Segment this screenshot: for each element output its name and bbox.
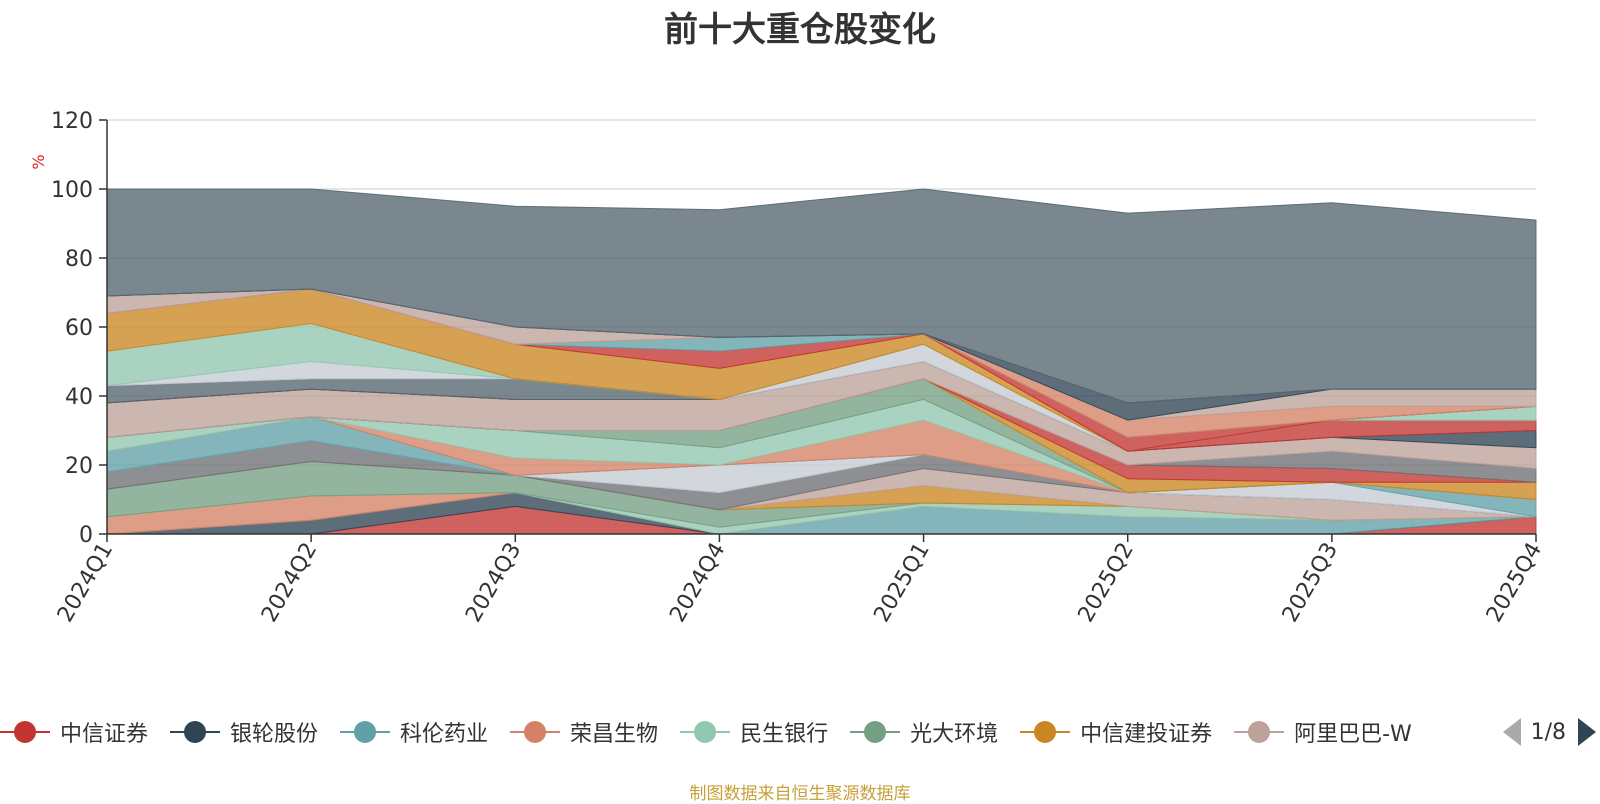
legend-marker-icon <box>850 720 901 744</box>
legend-item[interactable]: 民生银行 <box>680 716 828 748</box>
legend-marker-icon <box>510 720 561 744</box>
x-tick-label: 2024Q1 <box>53 539 118 627</box>
legend-pager: 1/8 <box>1502 712 1596 752</box>
legend-label: 中信证券 <box>60 722 149 747</box>
x-tick-label: 2024Q4 <box>665 539 730 627</box>
y-tick-label: 80 <box>65 247 93 272</box>
legend-item[interactable]: 荣昌生物 <box>510 716 658 748</box>
legend-item[interactable]: 光大环境 <box>850 716 998 748</box>
legend-marker-icon <box>1020 720 1071 744</box>
y-tick-label: 20 <box>65 454 93 479</box>
legend-marker-icon <box>170 720 221 744</box>
legend-marker-icon <box>1234 720 1285 744</box>
legend-item[interactable]: 银轮股份 <box>170 716 318 748</box>
legend-page-indicator: 1/8 <box>1530 719 1566 745</box>
legend-marker-icon <box>0 720 50 744</box>
y-tick-label: 120 <box>51 109 93 134</box>
legend-next-page-icon[interactable] <box>1578 718 1596 746</box>
legend-label: 科伦药业 <box>400 722 489 747</box>
legend-item[interactable]: 中信建投证券 <box>1020 716 1212 748</box>
stacked-areas <box>106 188 1537 535</box>
chart-title: 前十大重仓股变化 <box>664 10 936 50</box>
legend-label: 阿里巴巴-W <box>1294 722 1412 747</box>
legend-marker-icon <box>340 720 391 744</box>
legend: 中信证券 银轮股份 科伦药业 荣昌生物 民生银行 光大环境 中信建投证券 阿里巴巴-W <box>0 712 1600 752</box>
y-tick-label: 100 <box>51 178 93 203</box>
legend-marker-icon <box>680 720 731 744</box>
legend-item[interactable]: 科伦药业 <box>340 716 488 748</box>
y-axis-unit-label: % <box>29 154 48 169</box>
x-tick-label: 2025Q4 <box>1482 539 1547 627</box>
area-series-32 <box>106 188 1537 404</box>
x-tick-label: 2024Q2 <box>257 539 322 627</box>
legend-label: 荣昌生物 <box>570 722 659 747</box>
x-tick-label: 2025Q1 <box>869 539 934 627</box>
legend-label: 银轮股份 <box>230 722 319 747</box>
legend-label: 光大环境 <box>910 722 999 747</box>
x-tick-label: 2025Q2 <box>1074 539 1139 627</box>
x-tick-label: 2025Q3 <box>1278 539 1343 627</box>
y-tick-label: 0 <box>79 523 93 548</box>
area-chart: 0 20 40 60 80 100 120 2024Q1 2024Q2 2024Q3 2024Q4 2… <box>29 109 1547 627</box>
legend-label: 民生银行 <box>740 722 829 747</box>
y-tick-label: 60 <box>65 316 93 341</box>
legend-prev-page-icon[interactable] <box>1502 718 1521 746</box>
source-note: 制图数据来自恒生聚源数据库 <box>689 784 911 804</box>
y-tick-label: 40 <box>65 385 93 410</box>
legend-item[interactable]: 阿里巴巴-W <box>1234 716 1412 748</box>
legend-item[interactable]: 中信证券 <box>0 716 148 748</box>
legend-label: 中信建投证券 <box>1080 722 1213 747</box>
x-tick-label: 2024Q3 <box>461 539 526 627</box>
